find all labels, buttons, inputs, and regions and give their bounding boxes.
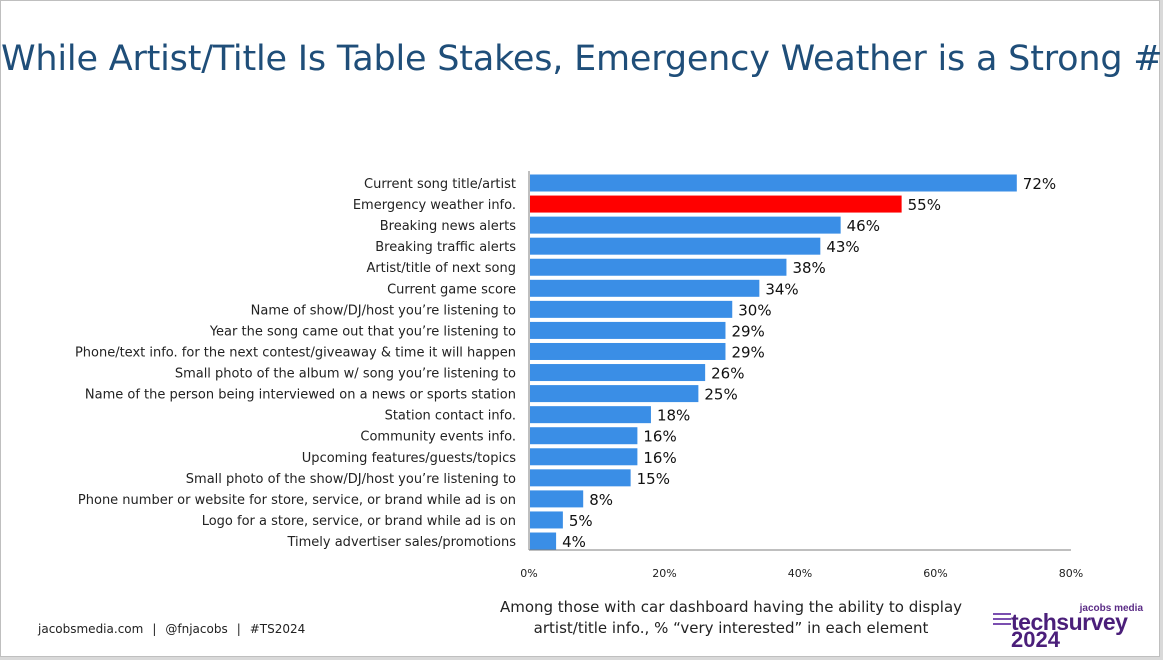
data-label: 16% [643,428,676,446]
data-label: 38% [792,259,825,277]
logo-main-text: techsurvey [1011,609,1128,635]
data-label: 15% [637,470,670,488]
data-label: 55% [908,196,941,214]
data-label: 30% [738,301,771,319]
bar [530,532,557,550]
category-label: Small photo of the show/DJ/host you’re l… [186,472,516,487]
data-label: 16% [643,449,676,467]
bar [530,385,699,403]
data-label: 8% [589,491,613,509]
bar [530,490,584,508]
data-label: 29% [731,343,764,361]
bar [530,448,638,466]
footer-separator: | [152,622,157,636]
data-label: 29% [731,322,764,340]
bar [530,300,733,318]
bar [530,511,563,529]
category-label: Phone/text info. for the next contest/gi… [75,345,516,360]
data-label: 18% [657,407,690,425]
bar [530,237,821,255]
category-label: Name of the person being interviewed on … [85,388,516,403]
bar [530,469,631,487]
techsurvey-logo: jacobs media techsurvey 2024 [993,603,1153,652]
x-tick-label: 0% [520,567,537,580]
category-label: Station contact info. [385,409,516,424]
logo-speed-lines [993,613,1011,628]
category-label: Logo for a store, service, or brand whil… [202,514,516,529]
category-label: Timely advertiser sales/promotions [286,535,516,550]
footer-separator: | [236,622,241,636]
caption-line-2: artist/title info., % “very interested” … [533,619,929,637]
bar [530,195,902,213]
category-label: Name of show/DJ/host you’re listening to [251,303,516,318]
footer-handle: @fnjacobs [165,622,228,636]
data-label: 4% [562,533,586,551]
bar [530,406,651,424]
bar [530,258,787,276]
bar [530,321,726,339]
logo-year: 2024 [1011,627,1060,652]
footer: jacobsmedia.com | @fnjacobs | #TS2024 [38,622,305,636]
bar [530,174,1017,192]
footer-hashtag: #TS2024 [249,622,306,636]
category-label: Small photo of the album w/ song you’re … [175,367,516,382]
logo-small-text: jacobs media [1079,603,1143,614]
chart-caption: Among those with car dashboard having th… [481,597,981,639]
bar [530,216,841,234]
x-tick-label: 20% [652,567,676,580]
category-label: Breaking news alerts [380,219,516,234]
bar [530,279,760,297]
caption-line-1: Among those with car dashboard having th… [499,598,963,616]
category-label: Upcoming features/guests/topics [302,451,516,466]
category-label: Year the song came out that you’re liste… [209,324,516,339]
x-tick-label: 60% [923,567,947,580]
data-label: 5% [569,512,593,530]
bar [530,342,726,360]
data-label: 25% [704,386,737,404]
category-label: Emergency weather info. [353,198,516,213]
category-label: Phone number or website for store, servi… [78,493,516,508]
slide-title: While Artist/Title Is Table Stakes, Emer… [1,39,1163,79]
footer-site: jacobsmedia.com [38,622,144,636]
category-label: Breaking traffic alerts [375,240,516,255]
x-tick-label: 80% [1059,567,1083,580]
x-tick-label: 40% [788,567,812,580]
bar [530,427,638,445]
data-label: 46% [847,217,880,235]
data-label: 72% [1023,175,1056,193]
bar [530,364,706,382]
category-label: Current song title/artist [364,177,516,192]
category-label: Current game score [387,282,516,297]
data-label: 26% [711,365,744,383]
category-label: Artist/title of next song [366,261,516,276]
category-label: Community events info. [360,430,516,445]
data-label: 43% [826,238,859,256]
data-label: 34% [765,280,798,298]
